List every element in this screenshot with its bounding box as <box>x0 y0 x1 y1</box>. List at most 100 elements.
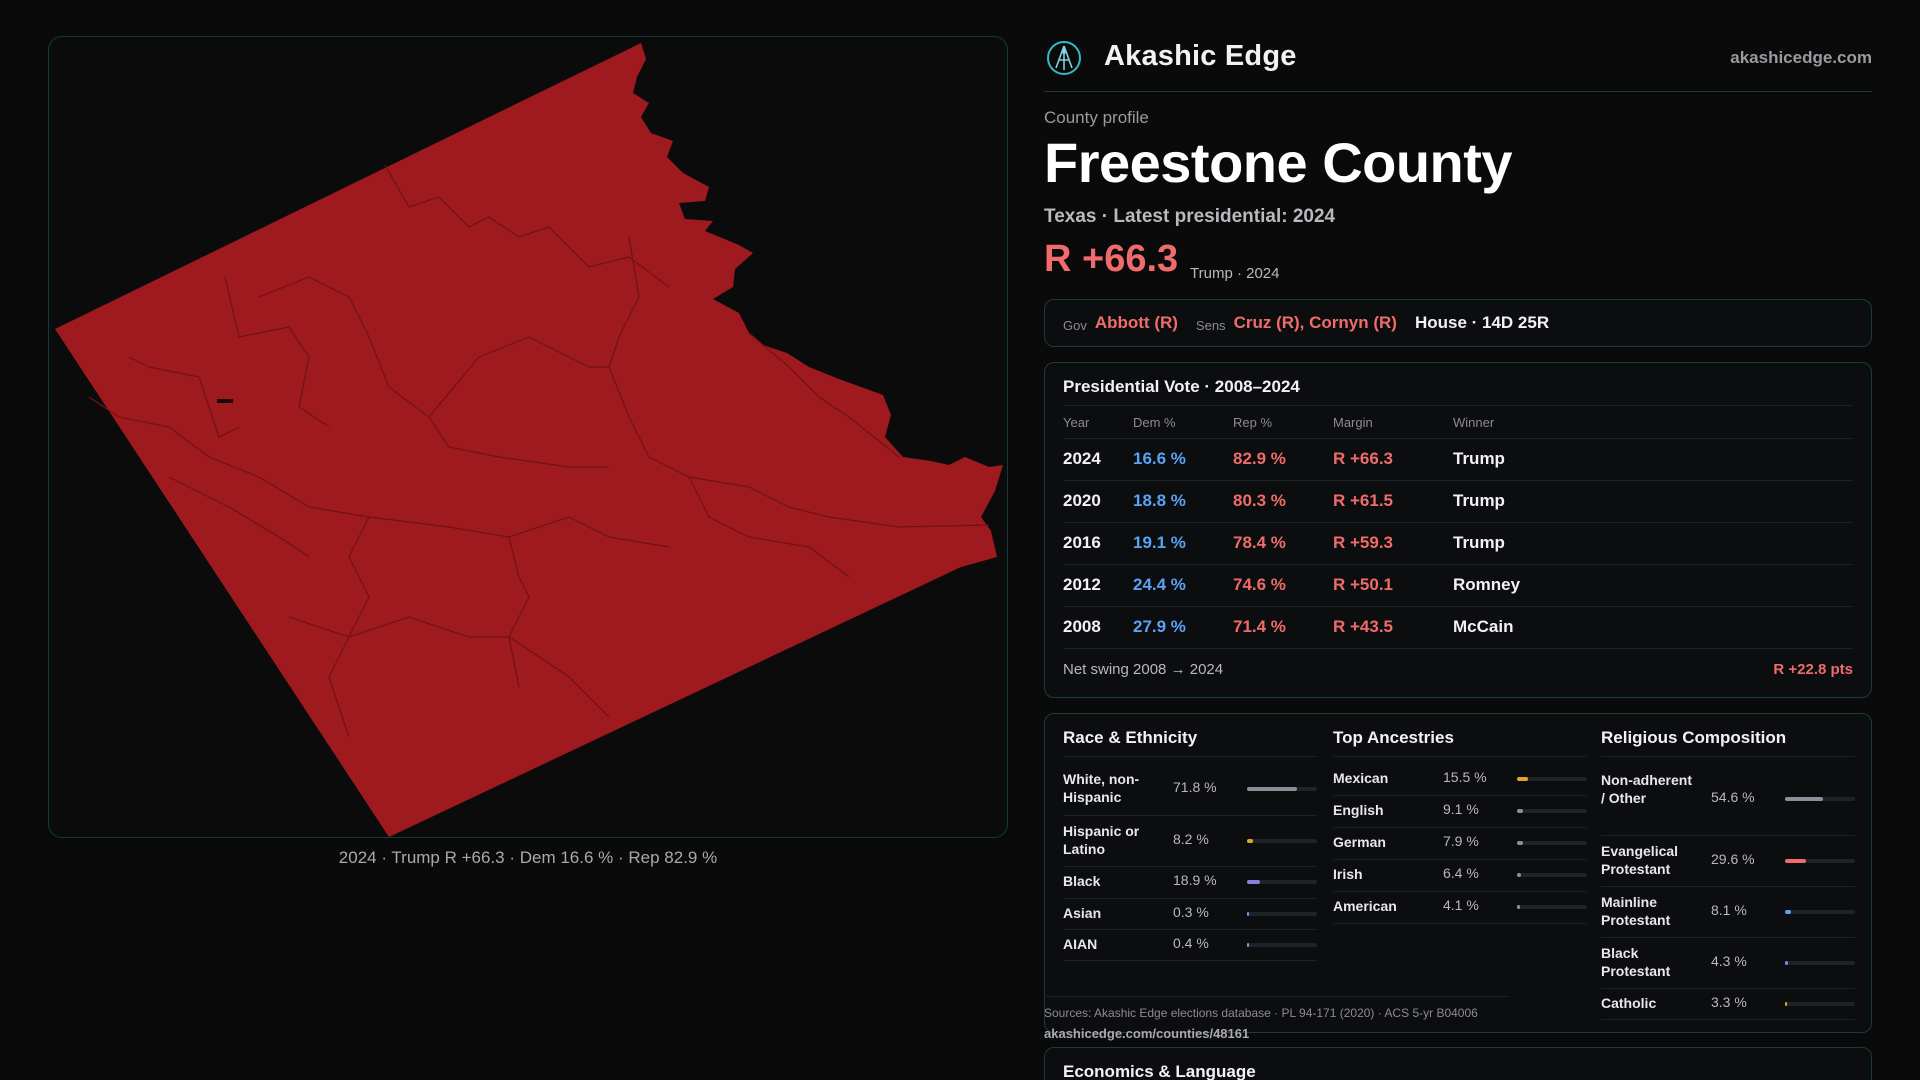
percent-bar-fill <box>1517 809 1524 813</box>
list-item: Hispanic or Latino 8.2 % <box>1063 816 1317 867</box>
divider <box>1601 756 1855 757</box>
brand-name[interactable]: Akashic Edge <box>1104 40 1297 72</box>
akashic-edge-logo-icon[interactable] <box>1046 40 1082 76</box>
row-rep: 82.9 % <box>1233 449 1286 468</box>
item-value: 0.3 % <box>1173 903 1209 920</box>
economics-panel: Economics & Language <box>1044 1047 1872 1080</box>
column-header-year: Year <box>1063 415 1090 430</box>
percent-bar <box>1785 909 1855 914</box>
ancestries-title: Top Ancestries <box>1333 728 1454 747</box>
row-winner: Trump <box>1453 533 1505 552</box>
gov-label: Gov <box>1063 317 1087 333</box>
percent-bar <box>1785 797 1855 801</box>
row-year: 2012 <box>1063 575 1101 594</box>
percent-bar <box>1517 873 1587 877</box>
presidential-panel-title: Presidential Vote · 2008–2024 <box>1063 377 1300 396</box>
economics-title: Economics & Language <box>1063 1062 1256 1080</box>
item-value: 7.9 % <box>1443 833 1479 849</box>
item-value: 29.6 % <box>1711 850 1755 867</box>
gov-value: Abbott (R) <box>1094 313 1178 332</box>
sources-note: Sources: Akashic Edge elections database… <box>1044 1006 1478 1020</box>
item-label: Irish <box>1333 866 1363 882</box>
row-rep: 74.6 % <box>1233 575 1286 594</box>
item-value: 71.8 % <box>1173 779 1217 795</box>
headline-margin: R +66.3 <box>1044 238 1179 280</box>
percent-bar-fill <box>1517 777 1528 781</box>
row-dem: 18.8 % <box>1133 491 1186 510</box>
item-label: Catholic <box>1601 994 1657 1011</box>
row-dem: 16.6 % <box>1133 449 1186 468</box>
percent-bar-fill <box>1247 838 1253 843</box>
table-row: 2008 27.9 % 71.4 % R +43.5 McCain <box>1063 607 1853 649</box>
list-item: Non-adherent / Other 54.6 % <box>1601 764 1855 836</box>
house-delegation: House · 14D 25R <box>1414 313 1550 332</box>
row-year: 2024 <box>1063 449 1101 468</box>
item-label: English <box>1333 802 1384 818</box>
row-winner: Romney <box>1453 575 1521 594</box>
map-detail-mark <box>217 399 233 403</box>
item-label: White, non-Hispanic <box>1063 771 1140 805</box>
item-label: Black Protestant <box>1601 944 1671 979</box>
percent-bar <box>1517 809 1587 813</box>
list-item: English 9.1 % <box>1333 796 1587 828</box>
row-margin: R +50.1 <box>1333 575 1394 594</box>
item-value: 4.3 % <box>1711 952 1747 969</box>
row-winner: Trump <box>1453 449 1505 468</box>
divider <box>1063 756 1317 757</box>
percent-bar <box>1785 858 1855 863</box>
row-margin: R +66.3 <box>1333 449 1394 468</box>
county-map-panel <box>48 36 1008 838</box>
list-item: Asian 0.3 % <box>1063 899 1317 930</box>
row-year: 2016 <box>1063 533 1101 552</box>
item-label: Hispanic or Latino <box>1063 822 1140 857</box>
list-item: AIAN 0.4 % <box>1063 930 1317 961</box>
brand-header: Akashic Edge akashicedge.com <box>1044 36 1872 92</box>
row-margin: R +59.3 <box>1333 533 1394 552</box>
item-label: AIAN <box>1063 935 1098 952</box>
precinct-boundaries <box>88 164 990 738</box>
list-item: Evangelical Protestant 29.6 % <box>1601 836 1855 887</box>
demographics-panel: Race & Ethnicity White, non-Hispanic 71.8… <box>1044 713 1872 1033</box>
percent-bar <box>1247 942 1317 947</box>
list-item: Catholic 3.3 % <box>1601 989 1855 1020</box>
row-rep: 80.3 % <box>1233 491 1286 510</box>
item-value: 54.6 % <box>1711 789 1755 805</box>
table-row: 2012 24.4 % 74.6 % R +50.1 Romney <box>1063 565 1853 607</box>
county-map[interactable] <box>49 37 1008 838</box>
percent-bar <box>1247 880 1317 884</box>
list-item: Black Protestant 4.3 % <box>1601 938 1855 989</box>
percent-bar <box>1785 1001 1855 1006</box>
list-item: Irish 6.4 % <box>1333 860 1587 892</box>
county-profile-column: Akashic Edge akashicedge.com County prof… <box>1044 0 1872 1080</box>
item-value: 8.2 % <box>1173 830 1209 847</box>
percent-bar <box>1785 960 1855 965</box>
table-row: 2024 16.6 % 82.9 % R +66.3 Trump <box>1063 439 1853 481</box>
item-label: Black <box>1063 873 1101 889</box>
item-label: Mainline Protestant <box>1601 893 1671 928</box>
percent-bar-fill <box>1247 787 1298 791</box>
net-swing-label: Net swing 2008 → 2024 <box>1063 661 1224 678</box>
item-value: 15.5 % <box>1443 769 1487 785</box>
presidential-vote-panel: Presidential Vote · 2008–2024 Year Dem %… <box>1044 362 1872 698</box>
source-url-link[interactable]: akashicedge.com/counties/48161 <box>1044 1026 1250 1041</box>
percent-bar <box>1517 777 1587 781</box>
percent-bar-fill <box>1785 1001 1788 1006</box>
item-label: American <box>1333 898 1397 914</box>
item-label: German <box>1333 834 1386 850</box>
percent-bar <box>1247 911 1317 916</box>
brand-url-link[interactable]: akashicedge.com <box>1730 48 1872 67</box>
column-header-margin: Margin <box>1333 415 1373 430</box>
county-shape <box>55 43 1003 837</box>
sens-value: Cruz (R), Cornyn (R) <box>1233 313 1397 332</box>
percent-bar-fill <box>1517 841 1523 845</box>
row-rep: 71.4 % <box>1233 617 1286 636</box>
item-label: Asian <box>1063 904 1102 921</box>
item-value: 8.1 % <box>1711 901 1747 918</box>
list-item: Mainline Protestant 8.1 % <box>1601 887 1855 938</box>
item-value: 18.9 % <box>1173 872 1217 888</box>
item-label: Non-adherent / Other <box>1601 772 1692 806</box>
percent-bar-fill <box>1785 858 1806 863</box>
item-value: 9.1 % <box>1443 801 1479 817</box>
headline-margin-note: Trump · 2024 <box>1190 265 1280 282</box>
row-dem: 24.4 % <box>1133 575 1186 594</box>
